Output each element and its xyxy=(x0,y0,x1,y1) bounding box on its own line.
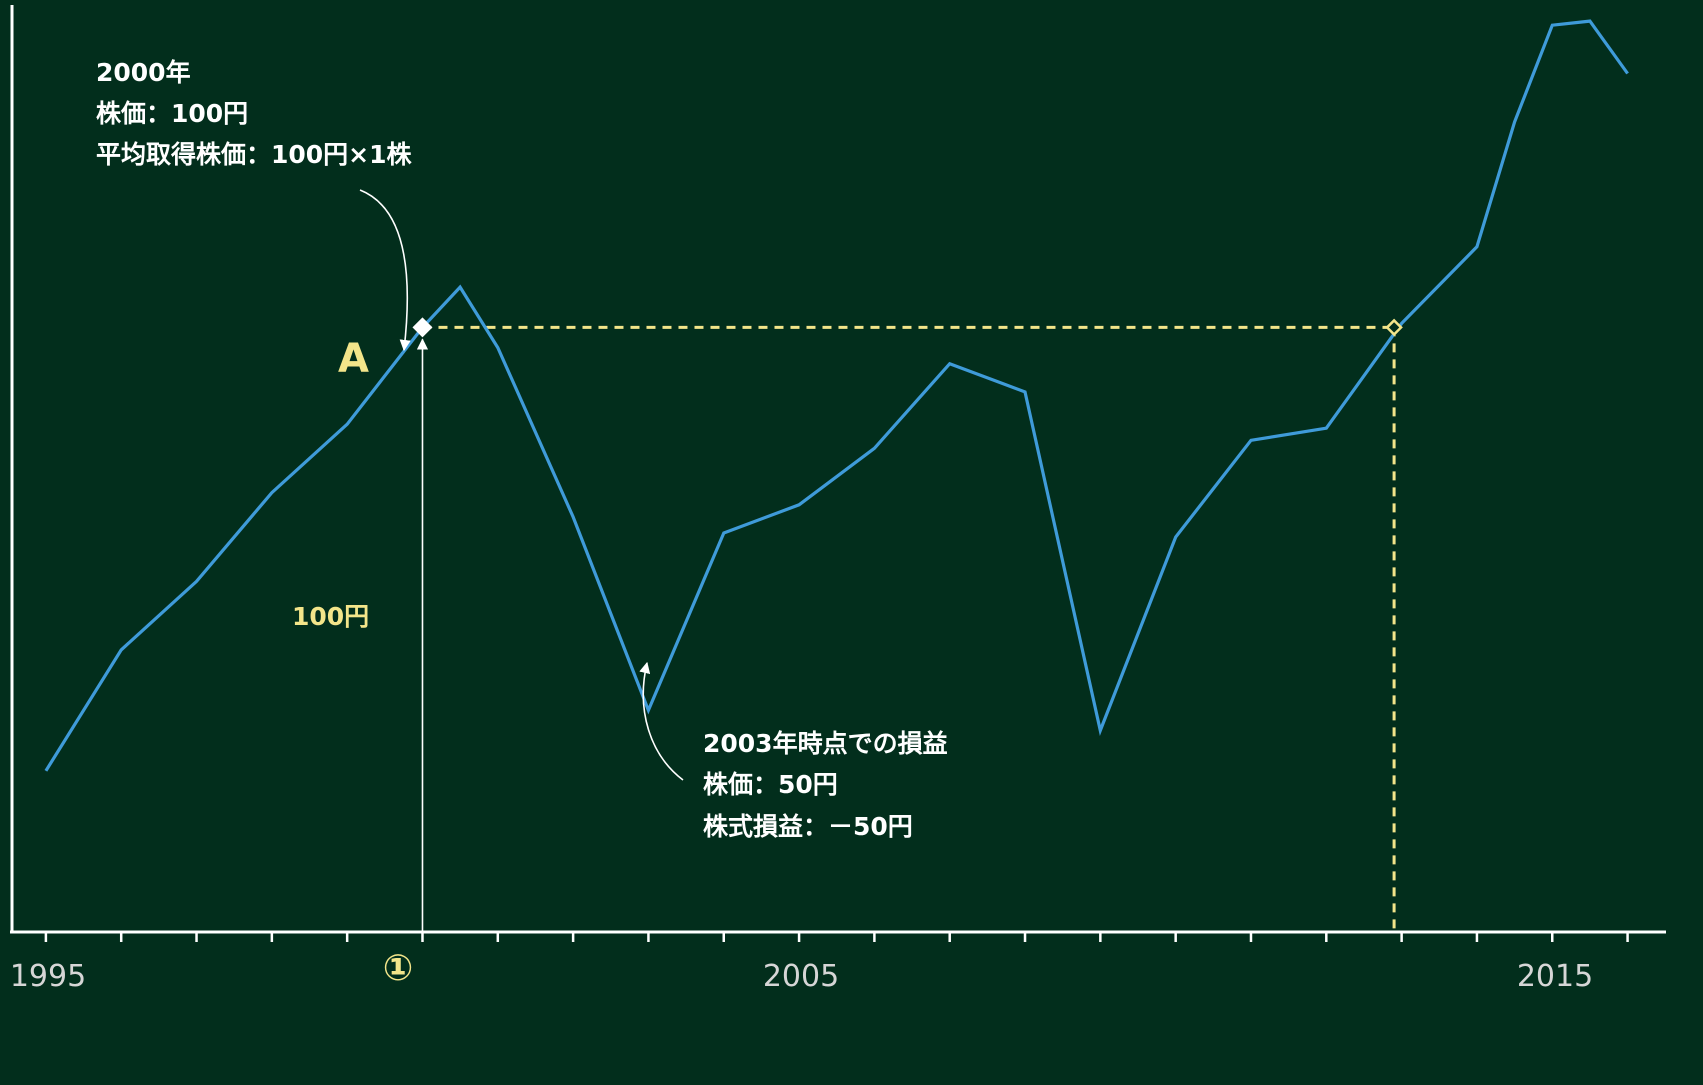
start-marker-label: ① xyxy=(383,948,413,989)
bottom-note-arrow xyxy=(639,661,684,781)
top-note: 2000年 株価：100円 平均取得株価：100円×1株 xyxy=(96,58,413,169)
top-note-arrow xyxy=(359,189,411,352)
top-note-line-2: 株価：100円 xyxy=(96,99,248,128)
point-a-marker xyxy=(412,317,433,338)
value-label: 100円 xyxy=(292,602,369,631)
x-axis-tick-labels: 1995 2005 2015 xyxy=(10,959,1593,994)
x-axis-ticks xyxy=(44,932,1629,942)
top-note-line-3: 平均取得株価：100円×1株 xyxy=(96,140,413,169)
stock-price-line xyxy=(44,19,1629,772)
top-note-line-1: 2000年 xyxy=(96,58,191,87)
tick-label-2015: 2015 xyxy=(1517,959,1593,994)
bottom-note-line-3: 株式損益：－50円 xyxy=(703,812,913,841)
breakeven-marker xyxy=(1385,318,1403,337)
bottom-note-line-2: 株価：50円 xyxy=(703,770,838,799)
point-a-label: A xyxy=(338,336,369,382)
tick-label-1995: 1995 xyxy=(10,959,86,994)
bottom-note-line-1: 2003年時点での損益 xyxy=(703,729,948,758)
bottom-note: 2003年時点での損益 株価：50円 株式損益：－50円 xyxy=(703,729,948,841)
tick-label-2005: 2005 xyxy=(763,959,839,994)
